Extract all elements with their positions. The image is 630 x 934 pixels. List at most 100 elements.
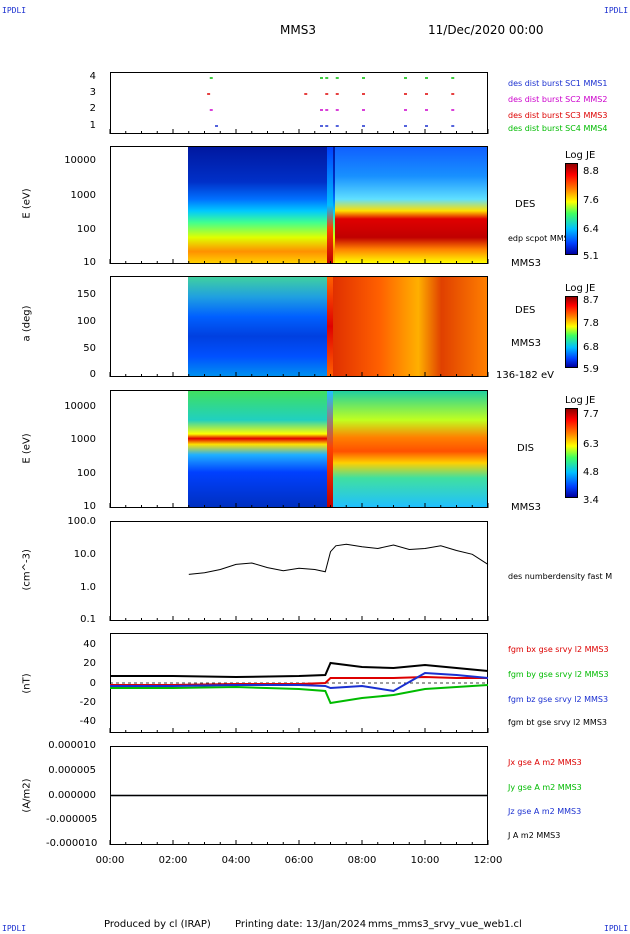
burst-panel — [110, 72, 488, 134]
dis-energy-ytick-1000: 1000 — [70, 434, 96, 445]
bfield-label-bt: fgm bt gse srvy l2 MMS3 — [508, 718, 607, 727]
dis-energy-panel — [110, 390, 488, 508]
des-energy-ytick-100: 100 — [76, 224, 96, 235]
des-energy-sc: MMS3 — [511, 258, 541, 269]
density-ytick-10: 10.0 — [73, 549, 96, 560]
current-ytick-0: 0.000000 — [48, 790, 96, 801]
dis-energy-sc: MMS3 — [511, 502, 541, 513]
des-pitch-cbar-tick-2: 6.8 — [583, 342, 599, 353]
bx-line — [110, 675, 488, 686]
des-pitch-ytick-100: 100 — [76, 316, 96, 327]
corner-mark-top-left: IPDLI — [2, 6, 27, 15]
des-energy-panel — [110, 146, 488, 264]
des-energy-cbar-title: Log JE — [565, 150, 596, 161]
bfield-label-bz: fgm bz gse srvy l2 MMS3 — [508, 695, 609, 704]
current-ytick-5e-6: 0.000005 — [48, 765, 96, 776]
des-energy-ytick-10000: 10000 — [64, 155, 96, 166]
burst-label-mms3: des dist burst SC3 MMS3 — [508, 111, 608, 120]
dis-energy-heatmap-pre — [188, 391, 328, 507]
footer-printing-date: Printing date: 13/Jan/2024 — [235, 919, 367, 930]
dis-energy-heatmap-spike — [327, 391, 333, 507]
xtick-1000: 10:00 — [410, 855, 440, 866]
des-pitch-heatmap-pre — [188, 277, 328, 376]
des-pitch-colorbar — [565, 296, 578, 368]
by-line — [110, 684, 489, 705]
burst-ytick-1: 1 — [89, 120, 96, 131]
footer-filename: mms_mms3_srvy_vue_web1.cl — [368, 919, 522, 930]
xtick-0600: 06:00 — [284, 855, 314, 866]
current-label-jz: Jz gse A m2 MMS3 — [508, 807, 582, 816]
des-pitch-ytick-150: 150 — [76, 289, 96, 300]
current-label-j: J A m2 MMS3 — [508, 831, 561, 840]
des-energy-cbar-tick-0: 8.8 — [583, 166, 599, 177]
des-pitch-instrument: DES — [515, 305, 536, 316]
des-pitch-range: 136-182 eV — [496, 370, 554, 381]
dis-energy-ytick-10: 10 — [83, 501, 96, 512]
current-ytick-1e-5: 0.000010 — [48, 740, 96, 751]
xtick-0000: 00:00 — [95, 855, 125, 866]
des-energy-heatmap-spike — [327, 147, 333, 263]
spacecraft-title: MMS3 — [280, 23, 316, 37]
xtick-0200: 02:00 — [158, 855, 188, 866]
corner-mark-top-right: IPDLI — [604, 6, 629, 15]
des-pitch-ytick-0: 0 — [89, 369, 96, 380]
density-series-label: des numberdensity fast M — [508, 572, 613, 581]
density-ytick-1: 1.0 — [80, 582, 96, 593]
corner-mark-bottom-left: IPDLI — [2, 924, 27, 933]
des-energy-cbar-tick-2: 6.4 — [583, 224, 599, 235]
des-energy-colorbar — [565, 163, 578, 255]
des-pitch-cbar-title: Log JE — [565, 283, 596, 294]
bfield-ytick-40: 40 — [83, 639, 96, 650]
des-pitch-heatmap-spike — [327, 277, 333, 376]
current-ytick-neg1e-5: -0.000010 — [46, 838, 98, 849]
dis-energy-instrument: DIS — [517, 443, 534, 454]
dis-energy-cbar-tick-1: 6.3 — [583, 439, 599, 450]
bfield-ytick-0: 0 — [89, 678, 96, 689]
dis-energy-ytick-10000: 10000 — [64, 401, 96, 412]
density-panel — [110, 521, 488, 621]
des-pitch-ytick-50: 50 — [83, 343, 96, 354]
dis-energy-heatmap-post — [333, 391, 487, 507]
corner-mark-bottom-right: IPDLI — [604, 924, 629, 933]
burst-label-mms1: des dist burst SC1 MMS1 — [508, 79, 608, 88]
xtick-0400: 04:00 — [221, 855, 251, 866]
des-pitch-cbar-tick-1: 7.8 — [583, 318, 599, 329]
bfield-label-bx: fgm bx gse srvy l2 MMS3 — [508, 645, 609, 654]
des-energy-instrument: DES — [515, 199, 536, 210]
dis-energy-cbar-tick-0: 7.7 — [583, 409, 599, 420]
burst-ytick-3: 3 — [89, 87, 96, 98]
bfield-ytick-neg40: -40 — [79, 716, 96, 727]
current-label-jx: Jx gse A m2 MMS3 — [508, 758, 582, 767]
bfield-label-by: fgm by gse srvy l2 MMS3 — [508, 670, 609, 679]
des-energy-heatmap-post — [335, 147, 487, 263]
des-pitch-cbar-tick-3: 5.9 — [583, 364, 599, 375]
dis-energy-cbar-tick-3: 3.4 — [583, 495, 599, 506]
dis-energy-ytick-100: 100 — [76, 468, 96, 479]
des-pitch-panel — [110, 276, 488, 377]
des-energy-cbar-tick-1: 7.6 — [583, 195, 599, 206]
des-pitch-heatmap-post — [333, 277, 487, 376]
des-energy-ytick-10: 10 — [83, 257, 96, 268]
des-energy-ytick-1000: 1000 — [70, 190, 96, 201]
dis-energy-cbar-title: Log JE — [565, 395, 596, 406]
bt-line — [110, 661, 489, 679]
des-energy-overlay-label: edp scpot MMS3 — [508, 234, 574, 243]
footer-produced: Produced by cl (IRAP) — [104, 919, 211, 930]
bfield-ytick-20: 20 — [83, 658, 96, 669]
current-label-jy: Jy gse A m2 MMS3 — [508, 783, 582, 792]
datetime-title: 11/Dec/2020 00:00 — [428, 23, 544, 37]
bfield-ytick-neg20: -20 — [79, 697, 96, 708]
bz-line — [110, 671, 489, 693]
burst-ytick-4: 4 — [89, 71, 96, 82]
xtick-0800: 08:00 — [347, 855, 377, 866]
burst-label-mms4: des dist burst SC4 MMS4 — [508, 124, 608, 133]
des-pitch-cbar-tick-0: 8.7 — [583, 295, 599, 306]
density-line — [188, 543, 489, 575]
dis-energy-colorbar — [565, 408, 578, 498]
xtick-1200: 12:00 — [473, 855, 503, 866]
density-ytick-100: 100.0 — [67, 516, 96, 527]
des-energy-cbar-tick-3: 5.1 — [583, 251, 599, 262]
dis-energy-cbar-tick-2: 4.8 — [583, 467, 599, 478]
current-ytick-neg5e-6: -0.000005 — [46, 814, 98, 825]
density-ytick-0-1: 0.1 — [80, 614, 96, 625]
